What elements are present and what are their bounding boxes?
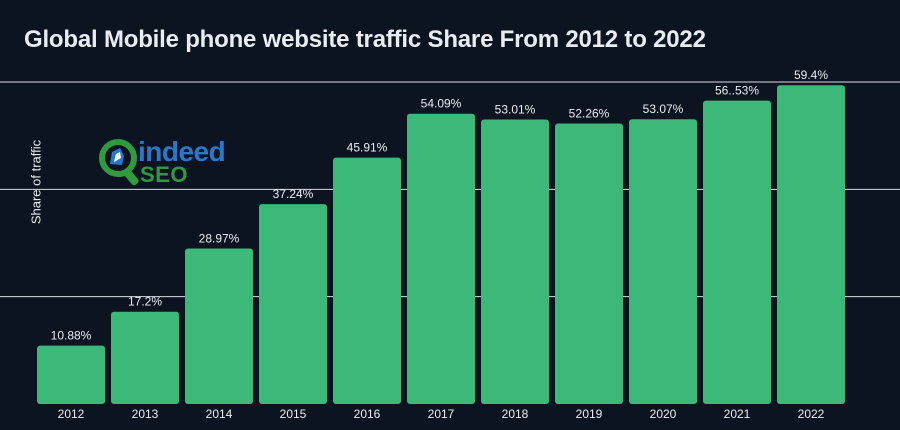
bar-2018: [481, 119, 549, 404]
x-tick-label: 2016: [354, 407, 381, 421]
bar-2021: [703, 100, 771, 405]
bar-2013: [111, 311, 179, 404]
bar-2020: [629, 119, 697, 404]
x-tick-label: 2018: [502, 407, 529, 421]
data-label: 37.24%: [273, 187, 314, 201]
magnifier-logo-icon: [99, 139, 139, 186]
x-tick-label: 2012: [58, 407, 85, 421]
x-tick-label: 2014: [206, 407, 233, 421]
logo-wordmark-bottom: SEO: [140, 162, 188, 187]
indeedseo-logo: indeed SEO: [98, 136, 248, 190]
data-label: 10.88%: [51, 329, 92, 343]
data-label: 45.91%: [347, 141, 388, 155]
logo-wordmark-top: indeed: [138, 136, 226, 167]
data-label: 52.26%: [569, 107, 610, 121]
bar-2022: [777, 85, 845, 404]
bar-2016: [333, 157, 401, 404]
data-label: 54.09%: [421, 97, 462, 111]
bar-2017: [407, 113, 475, 404]
x-tick-label: 2019: [576, 407, 603, 421]
bar-2019: [555, 123, 623, 405]
x-tick-label: 2021: [724, 407, 751, 421]
bar-2014: [185, 248, 253, 404]
data-label: 17.2%: [128, 295, 162, 309]
x-tick-label: 2017: [428, 407, 455, 421]
x-tick-label: 2022: [798, 407, 825, 421]
data-label: 53.01%: [495, 103, 536, 117]
bar-2012: [37, 345, 105, 404]
x-tick-label: 2015: [280, 407, 307, 421]
bar-2015: [259, 204, 327, 404]
x-tick-label: 2020: [650, 407, 677, 421]
data-label: 59.4%: [794, 68, 828, 82]
data-label: 56..53%: [715, 84, 759, 98]
x-tick-label: 2013: [132, 407, 159, 421]
data-label: 53.07%: [643, 102, 684, 116]
data-label: 28.97%: [199, 232, 240, 246]
chart-title: Global Mobile phone website traffic Shar…: [24, 26, 706, 53]
